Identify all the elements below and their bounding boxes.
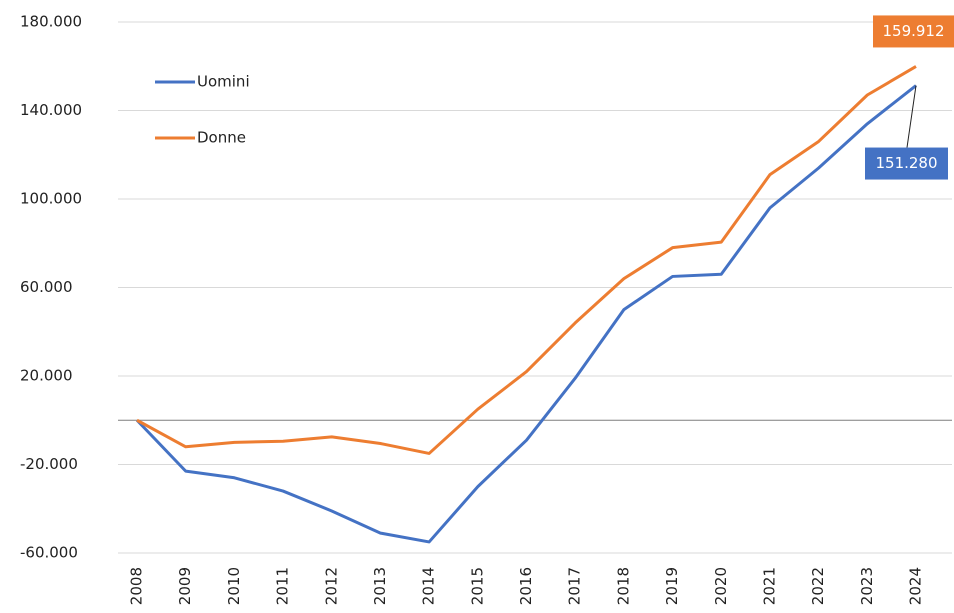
y-tick-label: -20.000	[20, 455, 78, 473]
x-tick-label: 2020	[712, 567, 730, 605]
x-tick-label: 2011	[274, 567, 292, 605]
x-tick-label: 2022	[809, 567, 827, 605]
x-tick-label: 2023	[858, 567, 876, 605]
x-tick-label: 2016	[517, 567, 535, 605]
x-tick-label: 2012	[322, 567, 340, 605]
legend-label: Uomini	[197, 73, 250, 91]
data-label-box	[865, 147, 948, 180]
line-series	[136, 65, 917, 455]
y-tick-label: 100.000	[20, 190, 82, 208]
x-tick-label: 2010	[225, 567, 243, 605]
leader-line	[906, 85, 917, 148]
y-tick-label: 60.000	[20, 278, 73, 296]
x-tick-label: 2015	[468, 567, 486, 605]
x-tick-label: 2009	[176, 567, 194, 605]
y-tick-label: 180.000	[20, 13, 82, 31]
x-tick-label: 2018	[614, 567, 632, 605]
x-tick-label: 2019	[663, 567, 681, 605]
x-tick-label: 2021	[760, 567, 778, 605]
y-tick-label: -60.000	[20, 544, 78, 562]
x-tick-label: 2017	[566, 567, 584, 605]
x-tick-label: 2024	[907, 567, 925, 605]
x-tick-label: 2013	[371, 567, 389, 605]
data-label: 159.912	[882, 22, 944, 40]
x-tick-label: 2008	[128, 567, 146, 605]
x-tick-label: 2014	[420, 567, 438, 605]
y-tick-label: 140.000	[20, 101, 82, 119]
y-tick-label: 20.000	[20, 367, 73, 385]
legend-label: Donne	[197, 129, 246, 147]
line-series	[135, 84, 917, 544]
data-label: 151.280	[875, 154, 937, 172]
data-label-box	[873, 15, 954, 48]
